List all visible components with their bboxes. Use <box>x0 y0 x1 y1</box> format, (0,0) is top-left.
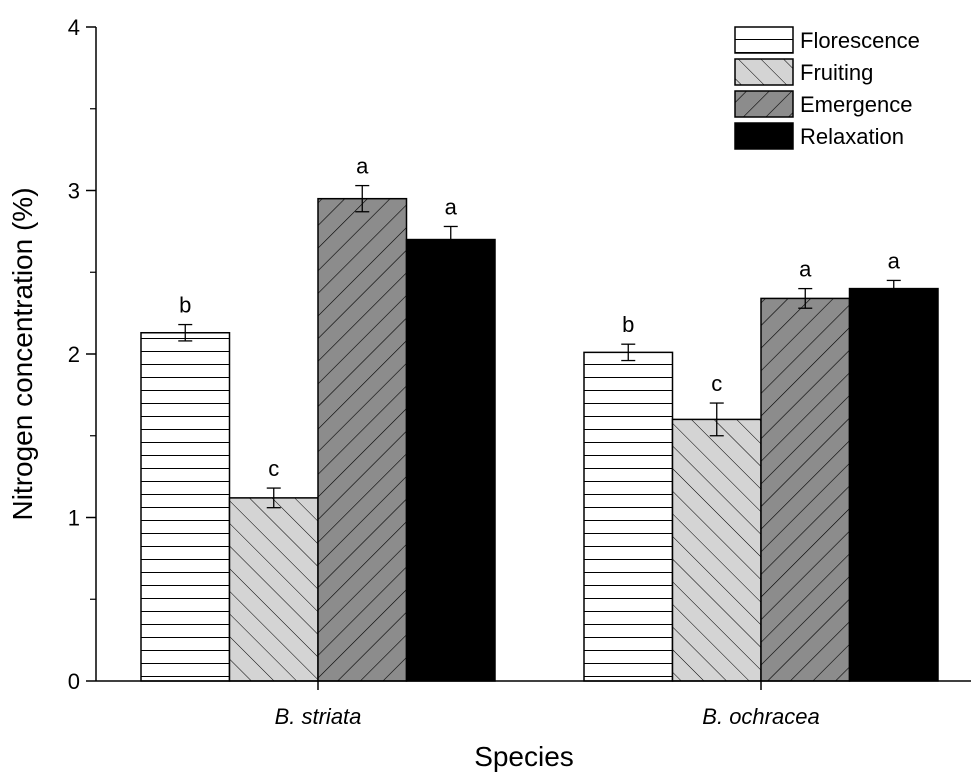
legend: Florescence Fruiting Emergence Relaxation <box>734 26 920 150</box>
significance-letter: c <box>711 371 722 396</box>
significance-letter: a <box>445 194 458 219</box>
bars <box>140 197 939 682</box>
y-tick-label: 1 <box>68 506 80 531</box>
significance-letter: a <box>799 257 812 282</box>
bar-relaxation <box>848 287 939 682</box>
bar-emergence <box>760 297 851 682</box>
bar-florescence <box>583 351 674 682</box>
bar-fruiting <box>228 497 319 682</box>
significance-letter: a <box>356 154 369 179</box>
y-ticks: 0 1 2 3 4 <box>68 15 96 694</box>
y-tick-label: 0 <box>68 669 80 694</box>
bar-emergence <box>317 197 408 682</box>
bar-fruiting <box>671 418 762 682</box>
legend-swatch-relaxation <box>734 122 794 150</box>
x-category-label: B. ochracea <box>702 704 819 729</box>
significance-letter: a <box>888 248 901 273</box>
error-bars <box>178 184 901 509</box>
x-category-labels: B. striata B. ochracea <box>275 681 820 729</box>
significance-letter: b <box>179 293 191 318</box>
legend-label: Florescence <box>800 28 920 53</box>
y-tick-label: 4 <box>68 15 80 40</box>
legend-label: Relaxation <box>800 124 904 149</box>
legend-swatch-emergence <box>734 90 794 118</box>
y-tick-label: 2 <box>68 342 80 367</box>
legend-swatch-florescence <box>734 26 794 54</box>
significance-letter: c <box>268 456 279 481</box>
x-axis-title: Species <box>474 741 574 772</box>
legend-label: Emergence <box>800 92 913 117</box>
legend-swatch-fruiting <box>734 58 794 86</box>
y-axis-title: Nitrogen concentration (%) <box>7 187 38 520</box>
x-category-label: B. striata <box>275 704 362 729</box>
significance-letter: b <box>622 312 634 337</box>
legend-label: Fruiting <box>800 60 873 85</box>
bar-florescence <box>140 331 231 682</box>
y-tick-label: 3 <box>68 179 80 204</box>
significance-letters: b c a a b c a a <box>179 154 901 481</box>
bar-relaxation <box>405 238 496 682</box>
